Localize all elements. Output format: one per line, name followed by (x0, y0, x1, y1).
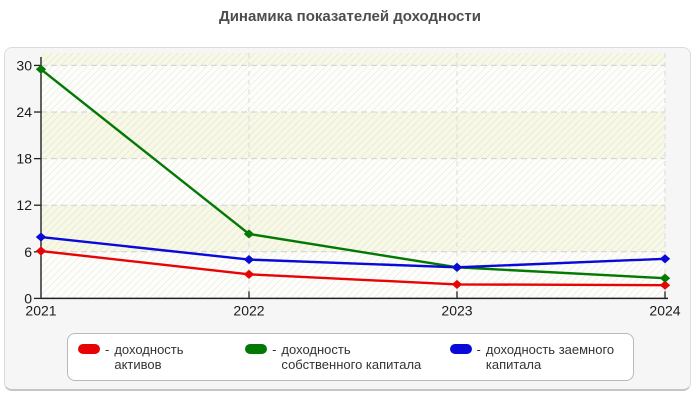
legend-swatch (449, 344, 472, 354)
legend-dash: - (476, 342, 481, 357)
chart-title: Динамика показателей доходности (219, 8, 481, 25)
legend-item: - доходность активов (78, 342, 224, 373)
legend-item: - доходность заемного капитала (449, 342, 633, 373)
legend-swatch (78, 344, 100, 354)
legend-item-label: доходность активов (114, 342, 184, 373)
legend-item-label: доходность заемного капитала (485, 342, 615, 373)
legend-dash: - (272, 342, 277, 357)
legend-item-label: доходность собственного капитала (281, 342, 422, 373)
legend-item: - доходность собственного капитала (245, 342, 428, 373)
legend-dash: - (105, 342, 110, 357)
legend: - доходность активов - доходность собственн… (67, 333, 634, 381)
legend-swatch (245, 344, 268, 354)
